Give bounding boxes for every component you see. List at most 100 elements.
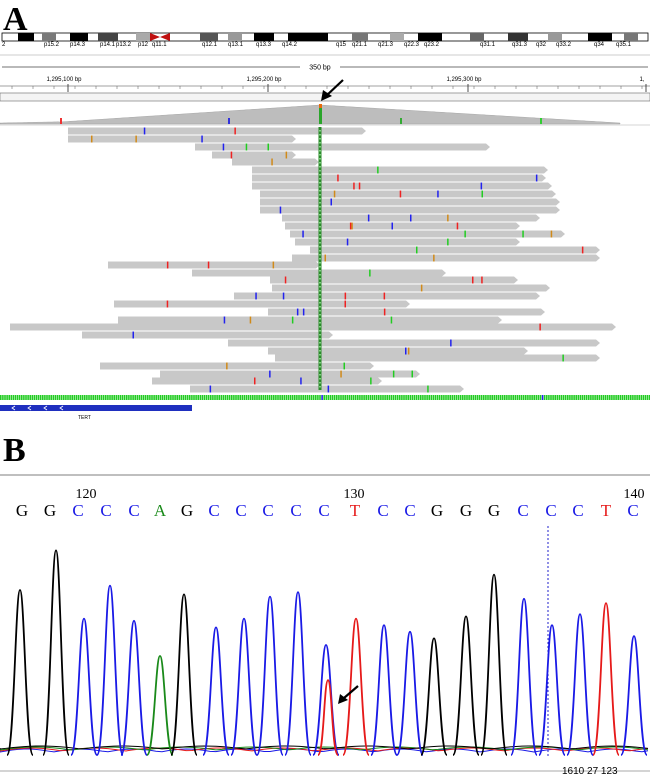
reference-base [119, 395, 122, 400]
trace-peak [592, 602, 620, 756]
read-mismatch [166, 261, 169, 269]
trace-peak [420, 637, 448, 756]
read [190, 385, 464, 393]
trace-peak [6, 589, 34, 756]
read-mismatch [370, 377, 372, 385]
chromosome-ideogram[interactable]: p15.2 p14.3 p14.1 p13.2 p12 q11.1 q12.1 q13.1 q1… [1, 32, 649, 48]
mutation-column-stripe [319, 338, 321, 340]
mutation-column-stripe [319, 190, 321, 192]
base-call: C [318, 501, 329, 520]
read-mismatch [450, 339, 452, 347]
reference-base [525, 395, 527, 400]
ideogram-band [70, 33, 88, 41]
coverage-track[interactable] [0, 104, 621, 125]
read-mismatch [327, 385, 330, 393]
reference-base [126, 395, 128, 400]
trace-peak [42, 549, 70, 756]
mutation-column-stripe [319, 374, 321, 376]
read [195, 143, 490, 151]
read [260, 190, 556, 198]
reference-base [214, 395, 216, 400]
mutation-column-stripe [319, 386, 321, 388]
reference-base [363, 395, 365, 400]
read [252, 174, 546, 182]
base-call: C [627, 501, 638, 520]
read [292, 254, 600, 262]
base-call: G [16, 501, 28, 520]
read [68, 127, 366, 135]
ideogram-band [228, 33, 242, 41]
reference-base [354, 395, 357, 400]
trace-peak [620, 635, 648, 756]
reference-base [428, 395, 430, 400]
mutation-column-stripe [319, 254, 321, 256]
mutation-column-stripe [319, 246, 321, 248]
reference-base [493, 395, 496, 400]
read [268, 347, 528, 355]
reference-base [239, 395, 241, 400]
reference-base [533, 395, 535, 400]
mutation-column-stripe [319, 250, 321, 252]
read-mismatch [230, 151, 233, 159]
base-call: C [235, 501, 246, 520]
mutation-column-stripe [319, 202, 321, 204]
mutation-column-stripe [319, 334, 321, 336]
gene-track[interactable]: TERT [0, 405, 192, 421]
span-label: 350 bp [309, 65, 331, 72]
reference-base [4, 395, 6, 400]
reference-base [168, 395, 170, 400]
reference-base [98, 395, 101, 400]
read-alignment-track[interactable] [10, 127, 616, 393]
mutation-column-stripe [319, 270, 321, 272]
reference-base [615, 395, 617, 400]
read-mismatch [222, 143, 225, 151]
reference-base [21, 395, 23, 400]
mutation-column-stripe [319, 226, 321, 228]
reference-base [210, 395, 212, 400]
read-mismatch [324, 254, 326, 262]
reference-base [220, 395, 223, 400]
reference-base [470, 395, 472, 400]
reference-base [159, 395, 162, 400]
reference-base [577, 395, 580, 400]
trace-peak [230, 617, 258, 756]
reference-base [73, 395, 76, 400]
reference-base [611, 395, 613, 400]
reference-base [554, 395, 556, 400]
read-mismatch [522, 230, 524, 238]
ideogram-band [588, 33, 612, 41]
reference-base [489, 395, 491, 400]
reference-base [449, 395, 451, 400]
read-mismatch [581, 246, 584, 254]
mutation-column-stripe [319, 354, 321, 356]
reference-base [308, 395, 311, 400]
coverage-mismatch [400, 118, 402, 124]
mutation-column-stripe [319, 318, 321, 320]
reference-base [182, 395, 185, 400]
read [114, 300, 410, 308]
reference-base [384, 395, 386, 400]
reference-base [121, 395, 124, 400]
reference-base [634, 395, 636, 400]
reference-base [6, 395, 8, 400]
mutation-column-stripe [319, 346, 321, 348]
mutation-column-stripe [319, 278, 321, 280]
reference-base [487, 395, 489, 400]
reference-base [325, 395, 328, 400]
base-call: T [350, 501, 361, 520]
reference-base [613, 395, 615, 400]
read-mismatch [377, 166, 379, 174]
read [152, 377, 382, 385]
reference-base [445, 395, 447, 400]
reference-base [556, 395, 559, 400]
reference-base [338, 395, 340, 400]
reference-base [25, 395, 27, 400]
reference-base [130, 395, 132, 400]
ideogram-band [508, 33, 528, 41]
gene-chevron [59, 405, 64, 411]
ideogram-band [288, 33, 328, 41]
reference-base [67, 395, 69, 400]
cytoband-label: q12.1 [202, 42, 218, 48]
reference-base [216, 395, 218, 400]
